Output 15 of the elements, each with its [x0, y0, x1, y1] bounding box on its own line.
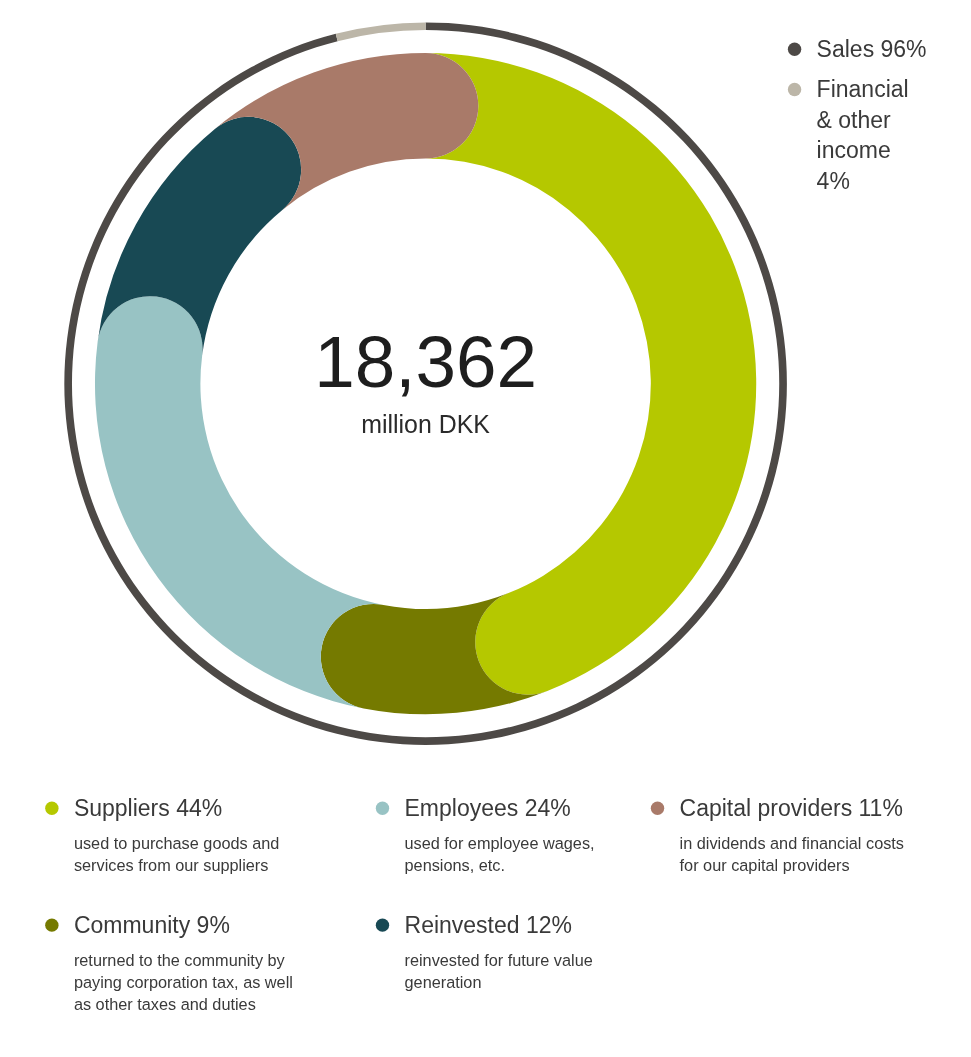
text: 18,362	[314, 321, 537, 403]
legend-label: Suppliers 44%	[73, 794, 223, 821]
text: in dividends and financial costs for our capital providers	[679, 834, 905, 875]
legend-label: Sales 96%	[816, 35, 927, 62]
legend-label: Reinvested 12%	[404, 911, 573, 938]
data-label: 4%	[816, 168, 850, 195]
text: million DKK	[361, 410, 491, 439]
text: used for employee wages, pensions, etc.	[404, 834, 595, 875]
legend-label: Community 9%	[73, 911, 230, 938]
text: returned to the community by paying corporation tax, as well as other taxes and duties	[73, 951, 293, 1014]
text: used to purchase goods and services from our suppliers	[73, 834, 280, 875]
legend-label: Capital providers 11%	[679, 794, 903, 821]
text: reinvested for future value generation	[404, 951, 593, 992]
legend-label: Employees 24%	[404, 794, 571, 821]
legend-label: Financial & other income	[816, 76, 909, 164]
